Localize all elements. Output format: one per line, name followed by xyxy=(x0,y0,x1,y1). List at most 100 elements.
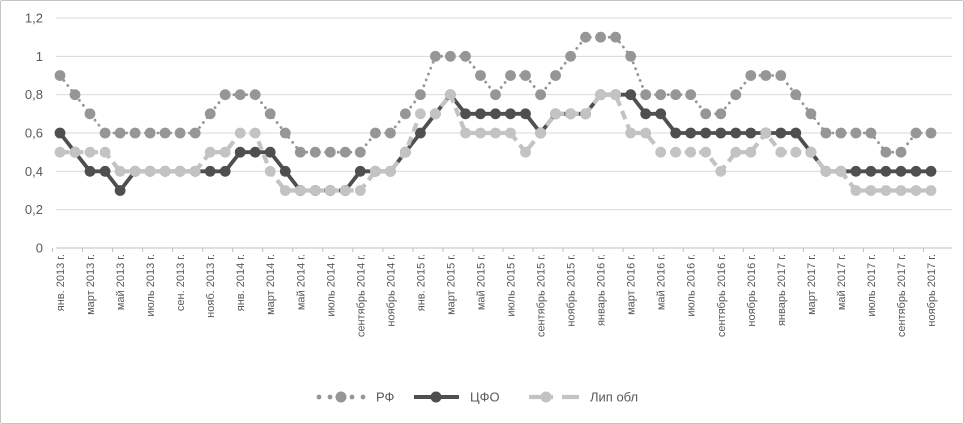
data-point xyxy=(370,165,381,177)
data-point xyxy=(490,108,501,120)
data-point xyxy=(910,185,922,196)
legend-item-рф: РФ xyxy=(316,390,395,405)
x-axis-tick-label: нояб. 2013 г. xyxy=(205,254,217,318)
data-point xyxy=(174,127,186,139)
data-point xyxy=(99,127,111,139)
data-point xyxy=(730,146,742,158)
legend-marker xyxy=(316,394,322,400)
data-point xyxy=(69,89,81,101)
data-point xyxy=(279,185,291,196)
x-axis-tick-label: март 2014 г. xyxy=(265,254,277,315)
data-point xyxy=(475,127,486,139)
data-point xyxy=(595,31,606,43)
data-point xyxy=(790,146,802,158)
data-point xyxy=(415,108,426,120)
x-axis-tick-label: сентябрь 2016 г. xyxy=(716,254,728,337)
x-axis-tick-label: январь 2016 г. xyxy=(596,254,608,326)
data-point xyxy=(550,70,561,81)
data-point xyxy=(460,127,471,139)
data-point xyxy=(775,127,787,139)
y-axis-tick-label: 0,8 xyxy=(25,87,43,102)
data-point xyxy=(745,70,757,81)
data-point xyxy=(505,108,516,120)
y-axis-tick-label: 0,2 xyxy=(25,202,43,217)
legend-marker xyxy=(349,394,355,400)
data-point xyxy=(700,108,712,120)
data-point xyxy=(850,185,862,196)
legend-label: ЦФО xyxy=(470,390,500,405)
data-point xyxy=(835,127,847,139)
data-point xyxy=(595,89,606,101)
data-point xyxy=(114,185,126,196)
x-axis-tick-label: июль 2013 г. xyxy=(145,254,157,317)
data-point xyxy=(234,146,246,158)
data-point xyxy=(760,70,772,81)
data-point xyxy=(805,108,817,120)
data-point xyxy=(309,146,321,158)
data-point xyxy=(400,146,411,158)
data-point xyxy=(99,146,111,158)
data-point xyxy=(234,89,246,101)
data-point xyxy=(775,146,787,158)
data-point xyxy=(445,89,456,101)
x-axis-tick-label: июль 2015 г. xyxy=(506,254,518,317)
data-point xyxy=(84,108,96,120)
x-axis-tick-label: май 2014 г. xyxy=(295,254,307,310)
data-point xyxy=(219,146,231,158)
data-point xyxy=(700,146,712,158)
data-point xyxy=(700,127,712,139)
data-point xyxy=(204,108,216,120)
data-point xyxy=(865,165,877,177)
data-point xyxy=(535,89,546,101)
data-point xyxy=(520,70,531,81)
data-point xyxy=(835,165,847,177)
data-point xyxy=(249,89,261,101)
x-axis-tick-label: май 2016 г. xyxy=(656,254,668,310)
data-point xyxy=(535,127,546,139)
data-point xyxy=(430,108,441,120)
data-point xyxy=(159,127,171,139)
x-axis-tick-label: март 2017 г. xyxy=(806,254,818,315)
data-point xyxy=(475,70,486,81)
data-point xyxy=(520,108,531,120)
data-point xyxy=(730,127,742,139)
data-point xyxy=(279,127,291,139)
data-point xyxy=(234,127,246,139)
data-point xyxy=(850,165,862,177)
data-point xyxy=(54,146,66,158)
data-point xyxy=(775,70,787,81)
data-point xyxy=(760,127,772,139)
data-point xyxy=(715,127,727,139)
data-point xyxy=(715,165,727,177)
data-point xyxy=(820,127,832,139)
data-point xyxy=(850,127,862,139)
x-axis-tick-label: сентябрь 2015 г. xyxy=(536,254,548,337)
data-point xyxy=(580,31,591,43)
data-point xyxy=(550,108,561,120)
legend-marker xyxy=(360,394,366,400)
x-axis-tick-label: июль 2017 г. xyxy=(866,254,878,317)
data-point xyxy=(910,127,922,139)
data-point xyxy=(354,185,366,196)
y-axis-tick-label: 0,6 xyxy=(25,126,43,141)
data-point xyxy=(865,185,877,196)
data-point xyxy=(370,127,381,139)
data-point xyxy=(565,50,576,62)
x-axis-tick-label: ноябрь 2016 г. xyxy=(746,254,758,327)
x-axis-tick-label: янв. 2014 г. xyxy=(235,254,247,311)
legend-label: РФ xyxy=(376,390,395,405)
x-axis-tick-label: июль 2014 г. xyxy=(325,254,337,317)
data-point xyxy=(159,165,171,177)
x-axis-tick-label: ноябрь 2017 г. xyxy=(926,254,938,327)
x-axis-tick-label: сен. 2013 г. xyxy=(175,254,187,311)
data-point xyxy=(670,89,682,101)
x-axis-tick-label: ноябрь 2014 г. xyxy=(385,254,397,327)
data-point xyxy=(715,108,727,120)
x-axis-tick-label: сентябрь 2014 г. xyxy=(355,254,367,337)
data-point xyxy=(354,165,366,177)
data-point xyxy=(174,165,186,177)
data-point xyxy=(354,146,366,158)
x-axis-tick-label: март 2013 г. xyxy=(85,254,97,315)
